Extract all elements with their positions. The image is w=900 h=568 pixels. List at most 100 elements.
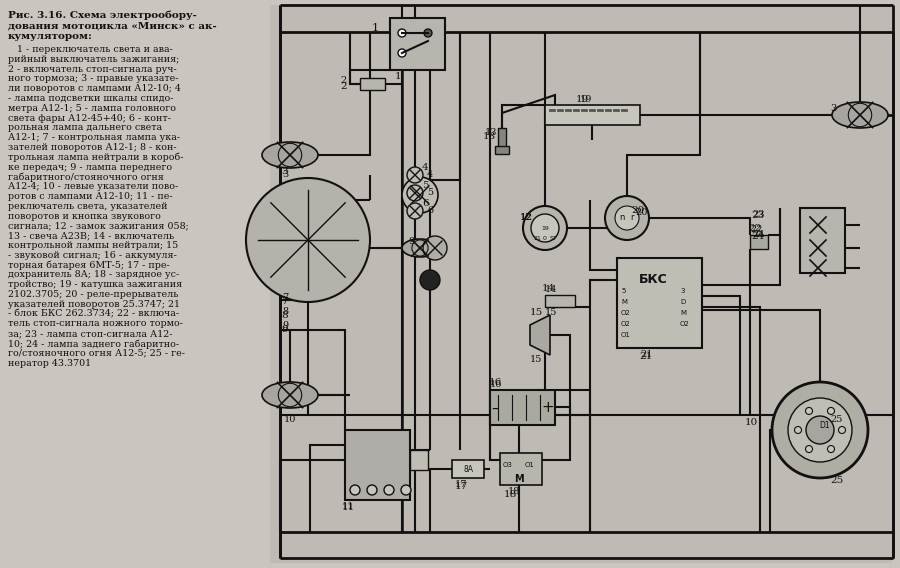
Text: го/стояночного огня А12-5; 25 - ге-: го/стояночного огня А12-5; 25 - ге- [8, 349, 185, 358]
Text: +: + [542, 400, 554, 416]
Text: 9: 9 [408, 237, 414, 246]
Text: 10; 24 - лампа заднего габаритно-: 10; 24 - лампа заднего габаритно- [8, 339, 179, 349]
Bar [498, 128, 506, 150]
Text: БКС: БКС [639, 273, 668, 286]
Text: 18: 18 [508, 487, 520, 496]
Text: 20: 20 [631, 206, 644, 215]
Bar [500, 453, 542, 485]
Text: А12-1; 7 - контрольная лампа ука-: А12-1; 7 - контрольная лампа ука- [8, 133, 180, 142]
Ellipse shape [262, 382, 318, 408]
Text: 19: 19 [576, 95, 590, 104]
Text: M: M [680, 310, 686, 316]
Circle shape [398, 49, 406, 57]
Circle shape [424, 29, 432, 37]
Text: 3: 3 [281, 167, 288, 176]
Text: M: M [621, 299, 627, 305]
Circle shape [401, 485, 411, 495]
Text: 7: 7 [281, 297, 288, 306]
Text: рольная лампа дальнего света: рольная лампа дальнего света [8, 123, 162, 132]
Text: 3: 3 [830, 104, 836, 113]
Text: 16: 16 [489, 378, 502, 387]
Bar [750, 235, 768, 249]
Text: n: n [619, 213, 625, 222]
Text: трольная лампа нейтрали в короб-: трольная лампа нейтрали в короб- [8, 153, 184, 162]
Text: 24: 24 [751, 232, 764, 241]
Text: 20: 20 [635, 208, 647, 217]
Text: А12-4; 10 - левые указатели пово-: А12-4; 10 - левые указатели пово- [8, 182, 178, 191]
Circle shape [246, 178, 370, 302]
Text: 22: 22 [750, 225, 762, 234]
Circle shape [795, 427, 802, 433]
Text: 7: 7 [282, 293, 288, 302]
Text: 23: 23 [752, 210, 764, 219]
Text: поворотов и кнопка звукового: поворотов и кнопка звукового [8, 212, 161, 220]
Text: 25: 25 [830, 476, 843, 485]
Text: 13: 13 [483, 132, 496, 141]
Text: - лампа подсветки шкалы спидо-: - лампа подсветки шкалы спидо- [8, 94, 174, 103]
Text: габаритного/стояночного огня: габаритного/стояночного огня [8, 173, 164, 182]
Text: 4: 4 [427, 170, 433, 179]
Text: ли поворотов с лампами А12-10; 4: ли поворотов с лампами А12-10; 4 [8, 84, 181, 93]
Text: 10: 10 [284, 415, 296, 424]
Circle shape [407, 203, 423, 219]
Text: 6: 6 [422, 199, 428, 208]
Text: ротов с лампами А12-10; 11 - пе-: ротов с лампами А12-10; 11 - пе- [8, 192, 173, 201]
Circle shape [423, 236, 447, 260]
Ellipse shape [832, 102, 888, 128]
Text: 12: 12 [520, 213, 533, 222]
Text: 1: 1 [395, 72, 401, 81]
Text: O1: O1 [525, 462, 535, 468]
Bar [495, 146, 509, 154]
Text: за; 23 - лампа стоп-сигнала А12-: за; 23 - лампа стоп-сигнала А12- [8, 329, 173, 338]
Text: 6: 6 [427, 206, 433, 215]
Polygon shape [530, 315, 550, 355]
Bar [345, 430, 410, 500]
Bar [270, 5, 892, 563]
Text: 23: 23 [751, 211, 764, 220]
Text: 2 - включатель стоп-сигнала руч-: 2 - включатель стоп-сигнала руч- [8, 65, 176, 74]
Text: 13 - свеча А23В; 14 - включатель: 13 - свеча А23В; 14 - включатель [8, 231, 174, 240]
Text: метра А12-1; 5 - лампа головного: метра А12-1; 5 - лампа головного [8, 104, 176, 113]
Text: 25: 25 [830, 415, 842, 424]
Circle shape [806, 445, 813, 453]
Bar [545, 105, 640, 125]
Text: 9: 9 [281, 325, 288, 334]
Text: –: – [491, 400, 499, 416]
Text: 17: 17 [455, 480, 467, 489]
Text: 11: 11 [342, 503, 356, 512]
Text: 2: 2 [340, 82, 346, 91]
Text: O2: O2 [621, 321, 631, 327]
Ellipse shape [402, 239, 438, 257]
Text: указателей поворотов 25.3747; 21: указателей поворотов 25.3747; 21 [8, 300, 180, 309]
Circle shape [827, 445, 834, 453]
Text: r: r [630, 213, 634, 222]
Circle shape [384, 485, 394, 495]
Text: 1 - переключатель света и ава-: 1 - переключатель света и ава- [8, 45, 173, 54]
Circle shape [420, 270, 440, 290]
Circle shape [398, 29, 406, 37]
Circle shape [788, 398, 852, 462]
Text: 5: 5 [427, 188, 433, 197]
Text: 16: 16 [490, 380, 502, 389]
Circle shape [407, 167, 423, 183]
Text: ного тормоза; 3 - правые указате-: ного тормоза; 3 - правые указате- [8, 74, 178, 83]
Text: 2102.3705; 20 - реле-прерыватель: 2102.3705; 20 - реле-прерыватель [8, 290, 178, 299]
Circle shape [605, 196, 649, 240]
Text: 5: 5 [422, 181, 428, 190]
Text: 12: 12 [520, 213, 533, 222]
Text: 15: 15 [530, 308, 544, 317]
Circle shape [407, 185, 423, 201]
Circle shape [367, 485, 377, 495]
Text: Рис. 3.16. Схема электрообору-: Рис. 3.16. Схема электрообору- [8, 10, 197, 19]
Ellipse shape [262, 142, 318, 168]
Text: - звуковой сигнал; 16 - аккумуля-: - звуковой сигнал; 16 - аккумуля- [8, 251, 177, 260]
Text: D1: D1 [820, 420, 831, 429]
Text: света фары А12-45+40; 6 - конт-: света фары А12-45+40; 6 - конт- [8, 114, 171, 123]
Text: контрольной лампы нейтрали; 15: контрольной лампы нейтрали; 15 [8, 241, 178, 250]
Text: 2: 2 [340, 76, 346, 85]
Text: 3: 3 [680, 288, 685, 294]
Text: кумулятором:: кумулятором: [8, 32, 93, 41]
Bar [490, 390, 555, 425]
Text: 10: 10 [745, 418, 758, 427]
Text: 8: 8 [281, 311, 288, 320]
